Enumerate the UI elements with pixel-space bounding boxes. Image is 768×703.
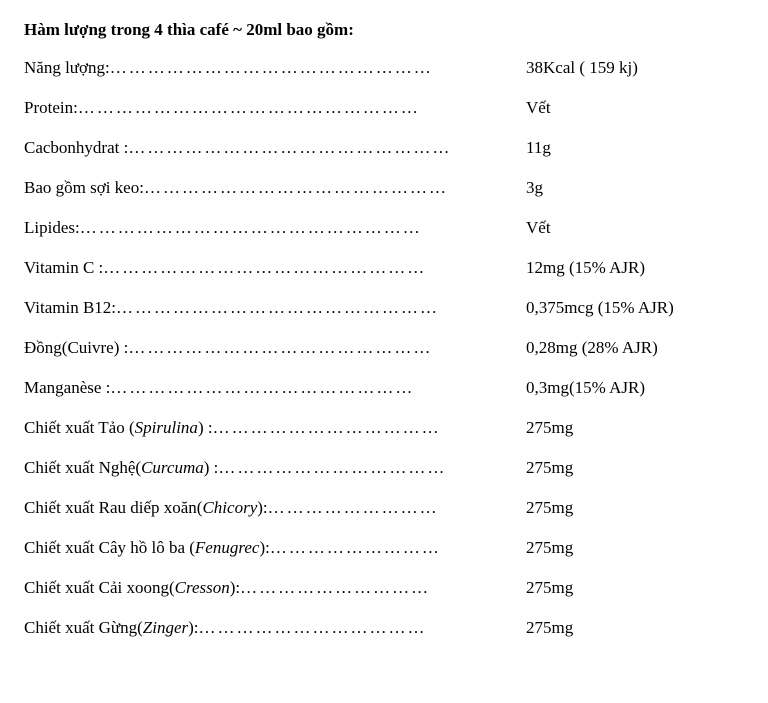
row-dots: …………………………………………… bbox=[103, 258, 426, 278]
row-label: Đồng(Cuivre) : bbox=[24, 338, 128, 358]
row-label: Vitamin C : bbox=[24, 258, 103, 278]
row-value: 275mg bbox=[524, 538, 573, 558]
row-label: Cacbonhydrat : bbox=[24, 138, 128, 158]
nutrition-row: Chiết xuất Nghệ(Curcuma) :……………………………… 27… bbox=[24, 458, 744, 478]
row-value: 275mg bbox=[524, 618, 573, 638]
row-dots: ……………………………… bbox=[213, 418, 441, 438]
row-label: Chiết xuất Rau diếp xoăn(Chicory): bbox=[24, 498, 268, 518]
nutrition-row: Đồng(Cuivre) :………………………………………… 0,28mg (28… bbox=[24, 338, 744, 358]
row-value: 275mg bbox=[524, 498, 573, 518]
row-value: 11g bbox=[524, 138, 551, 158]
row-value: 0,28mg (28% AJR) bbox=[524, 338, 658, 358]
row-dots: ………………………………………… bbox=[144, 178, 448, 198]
row-dots: ……………………… bbox=[270, 538, 441, 558]
row-dots: ……………………………………………… bbox=[80, 218, 422, 238]
nutrition-row: Chiết xuất Gừng(Zinger): ……………………………… 275… bbox=[24, 618, 744, 638]
nutrition-row: Chiết xuất Tảo (Spirulina) :………………………………… bbox=[24, 418, 744, 438]
nutrition-row: Vitamin C : …………………………………………… 12mg (15% A… bbox=[24, 258, 744, 278]
row-label: Chiết xuất Cây hồ lô ba (Fenugrec): bbox=[24, 538, 270, 558]
row-label: Năng lượng: bbox=[24, 58, 110, 78]
row-value: 275mg bbox=[524, 418, 573, 438]
row-label: Protein: bbox=[24, 98, 78, 118]
nutrition-row: Vitamin B12:…………………………………………… 0,375mcg (1… bbox=[24, 298, 744, 318]
row-value: 38Kcal ( 159 kj) bbox=[524, 58, 638, 78]
nutrition-row: Năng lượng: …………………………………………… 38Kcal ( 15… bbox=[24, 58, 744, 78]
row-dots: …………………………………………… bbox=[128, 138, 451, 158]
nutrition-row: Manganèse : ………………………………………… 0,3mg(15% AJ… bbox=[24, 378, 744, 398]
row-dots: ……………………… bbox=[268, 498, 439, 518]
row-value: 0,3mg(15% AJR) bbox=[524, 378, 645, 398]
row-dots: ………………………… bbox=[240, 578, 430, 598]
row-label: Lipides: bbox=[24, 218, 80, 238]
row-value: 12mg (15% AJR) bbox=[524, 258, 645, 278]
nutrition-row: Chiết xuất Rau diếp xoăn(Chicory): ……………… bbox=[24, 498, 744, 518]
row-label: Chiết xuất Gừng(Zinger): bbox=[24, 618, 199, 638]
nutrition-list: Năng lượng: …………………………………………… 38Kcal ( 15… bbox=[24, 58, 744, 638]
row-dots: …………………………………………… bbox=[116, 298, 439, 318]
row-label: Chiết xuất Cải xoong(Cresson): bbox=[24, 578, 240, 598]
nutrition-row: Chiết xuất Cải xoong(Cresson):…………………………… bbox=[24, 578, 744, 598]
nutrition-row: Bao gồm sợi keo:………………………………………… 3g bbox=[24, 178, 744, 198]
row-dots: ………………………………………… bbox=[128, 338, 432, 358]
row-label: Vitamin B12: bbox=[24, 298, 116, 318]
row-label: Chiết xuất Nghệ(Curcuma) : bbox=[24, 458, 218, 478]
row-value: Vết bbox=[524, 98, 551, 118]
row-value: 3g bbox=[524, 178, 543, 198]
row-dots: ……………………………… bbox=[199, 618, 427, 638]
document-title: Hàm lượng trong 4 thìa café ~ 20ml bao g… bbox=[24, 20, 744, 40]
row-value: 275mg bbox=[524, 578, 573, 598]
row-dots: ……………………………………………… bbox=[78, 98, 420, 118]
row-dots: …………………………………………… bbox=[110, 58, 433, 78]
row-dots: ……………………………… bbox=[218, 458, 446, 478]
row-value: 0,375mcg (15% AJR) bbox=[524, 298, 674, 318]
row-label: Chiết xuất Tảo (Spirulina) : bbox=[24, 418, 213, 438]
row-dots: ………………………………………… bbox=[110, 378, 414, 398]
nutrition-row: Cacbonhydrat :…………………………………………… 11g bbox=[24, 138, 744, 158]
row-label: Manganèse : bbox=[24, 378, 110, 398]
nutrition-row: Protein: ……………………………………………… Vết bbox=[24, 98, 744, 118]
row-label: Bao gồm sợi keo: bbox=[24, 178, 144, 198]
row-value: Vết bbox=[524, 218, 551, 238]
nutrition-row: Lipides: ……………………………………………… Vết bbox=[24, 218, 744, 238]
nutrition-row: Chiết xuất Cây hồ lô ba (Fenugrec):……………… bbox=[24, 538, 744, 558]
row-value: 275mg bbox=[524, 458, 573, 478]
